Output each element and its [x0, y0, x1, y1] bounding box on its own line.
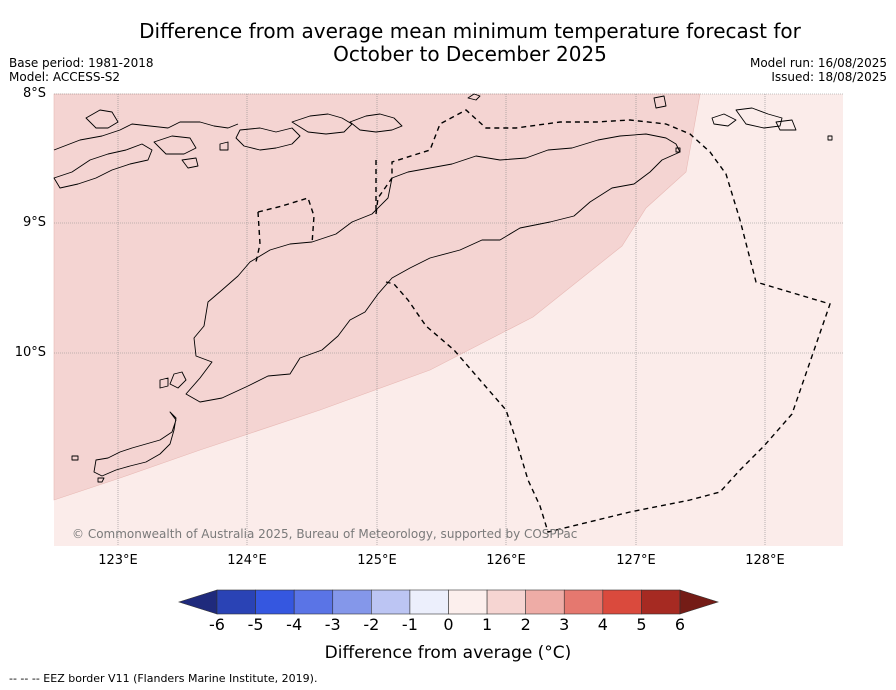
- alor-coastline: [235, 127, 301, 151]
- meta-right: Model run: 16/08/2025 Issued: 18/08/2025: [750, 56, 887, 84]
- colorbar-tick-label: 5: [636, 615, 647, 634]
- colorbar-tick-label: -6: [209, 615, 225, 634]
- colorbar-segment: [332, 589, 372, 615]
- chart-title: Difference from average mean minimum tem…: [60, 20, 880, 66]
- colorbar-tick-label: -3: [324, 615, 341, 634]
- lon-label-123e: 123°E: [98, 553, 138, 568]
- colorbar-segment: [255, 589, 295, 615]
- lomblen-coastline: [53, 143, 153, 189]
- colorbar-tick-label: 4: [597, 615, 608, 634]
- eez-oecusse: [255, 197, 315, 263]
- lon-label-127e: 127°E: [616, 553, 656, 568]
- colorbar-segment: [525, 589, 565, 615]
- colorbar-segment: [486, 589, 526, 615]
- colorbar-segment: [602, 589, 642, 615]
- model-name: Model: ACCESS-S2: [9, 70, 121, 84]
- adonara-coastline: [181, 157, 199, 169]
- colorbar-tick-label: 6: [674, 615, 686, 634]
- east-islet: [827, 135, 833, 141]
- colorbar-tick-label: 2: [520, 615, 531, 634]
- colorbar-extend-min: [178, 589, 218, 615]
- colorbar-label: Difference from average (°C): [324, 643, 572, 663]
- model-run: Model run: 16/08/2025: [749, 56, 887, 70]
- colorbar-segment: [216, 589, 256, 615]
- colorbar-segment: [293, 589, 334, 615]
- colorbar-segment: [641, 589, 681, 615]
- atauro-islet: [219, 141, 229, 151]
- pantar-coastline: [85, 109, 119, 129]
- flores-coastline: [53, 121, 239, 151]
- leti-coastline: [711, 113, 737, 127]
- colorbar-tick-label: -2: [363, 615, 380, 634]
- colorbar-tick-label: -5: [247, 615, 264, 634]
- lat-label-8s: 8°S: [22, 86, 46, 101]
- lakor-coastline: [775, 119, 797, 131]
- colorbar-tick-label: -1: [401, 615, 418, 634]
- jaco-islet: [675, 147, 681, 153]
- colorbar-tick-label: -4: [286, 615, 303, 634]
- colorbar-tick-label: 0: [443, 615, 454, 634]
- lon-label-126e: 126°E: [486, 553, 526, 568]
- liran-islet: [467, 93, 481, 101]
- semau-islet-2: [159, 377, 169, 389]
- eez-boundaries: [255, 109, 831, 533]
- lat-label-10s: 10°S: [14, 345, 46, 360]
- kisar-islet: [653, 95, 667, 109]
- lon-label-128e: 128°E: [745, 553, 785, 568]
- colorbar-tick-label: 3: [559, 615, 570, 634]
- moa-coastline: [735, 107, 783, 129]
- base-period: Base period: 1981-2018: [9, 56, 154, 70]
- coastlines: [53, 93, 833, 483]
- meta-left: Base period: 1981-2018 Model: ACCESS-S2: [9, 56, 154, 84]
- eez-footnote: -- -- -- EEZ border V11 (Flanders Marine…: [9, 672, 318, 685]
- colorbar-segment: [563, 589, 604, 615]
- colorbar-segment: [371, 589, 411, 615]
- issued-date: Issued: 18/08/2025: [771, 70, 887, 84]
- lat-label-9s: 9°S: [22, 215, 46, 230]
- ndao-islet: [71, 455, 79, 461]
- colorbar-segment: [409, 589, 449, 615]
- eez-timor-leste-outer: [375, 109, 831, 533]
- colorbar-segment: [448, 589, 488, 615]
- rote-islet: [97, 477, 105, 483]
- colorbar-tick-label: 1: [481, 615, 493, 634]
- rote-coastline: [93, 411, 177, 477]
- graticule: [54, 93, 843, 546]
- copyright-notice: © Commonwealth of Australia 2025, Bureau…: [72, 527, 578, 541]
- title-line-1: Difference from average mean minimum tem…: [139, 19, 801, 43]
- colorbar-extend-max: [679, 589, 719, 615]
- timor-coastline: [185, 133, 681, 403]
- wetar-coastline: [349, 113, 403, 133]
- lon-label-125e: 125°E: [357, 553, 397, 568]
- lon-label-124e: 124°E: [227, 553, 267, 568]
- solor-coastline: [153, 135, 197, 155]
- semau-islet: [169, 371, 187, 389]
- title-line-2: October to December 2025: [333, 42, 607, 66]
